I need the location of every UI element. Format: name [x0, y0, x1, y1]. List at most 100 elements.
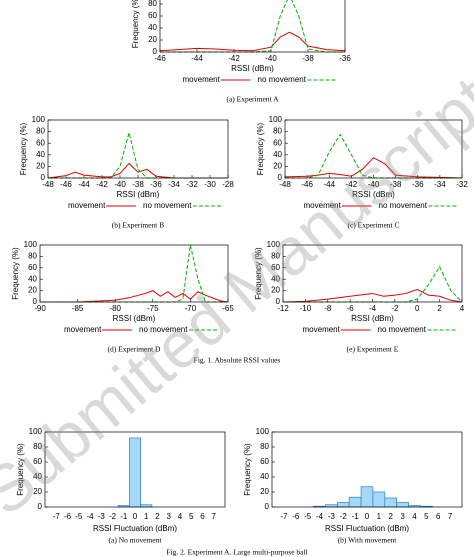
- chart-caption: (c) Experiment C: [347, 221, 399, 230]
- x-tick-label: -44: [78, 180, 90, 189]
- bar: [372, 491, 386, 508]
- y-tick-label: 100: [24, 240, 38, 249]
- x-tick-label: -40: [265, 54, 277, 63]
- x-tick-label: 2: [437, 304, 442, 313]
- x-tick-label: -7: [280, 512, 288, 521]
- line-series: [282, 288, 463, 303]
- legend-label: no movement: [379, 201, 428, 210]
- y-tick-label: 0: [41, 173, 46, 182]
- x-axis-label: RSSI (dBm): [352, 190, 395, 199]
- y-tick-label: 60: [148, 11, 157, 20]
- y-tick-label: 80: [260, 442, 269, 451]
- figure-caption: Fig. 2. Experiment A. Large multi-purpos…: [166, 548, 307, 557]
- y-tick-label: 60: [36, 138, 45, 147]
- legend-label: movement: [304, 201, 342, 210]
- x-tick-label: -4: [316, 512, 324, 521]
- line-series: [160, 0, 345, 53]
- x-tick-label: -75: [147, 304, 159, 313]
- y-axis-label: Frequency (%): [19, 122, 28, 175]
- x-axis-label: RSSI (dBm): [117, 190, 160, 199]
- x-tick-label: 6: [200, 512, 205, 521]
- x-tick-label: -4: [86, 512, 94, 521]
- figure-caption: Fig. 1. Absolute RSSI values: [194, 356, 281, 365]
- y-tick-label: 20: [33, 487, 42, 496]
- x-tick-label: -4: [369, 304, 377, 313]
- y-tick-label: 20: [148, 35, 157, 44]
- x-tick-label: 1: [377, 512, 382, 521]
- y-tick-label: 40: [148, 23, 157, 32]
- x-tick-label: 2: [155, 512, 160, 521]
- y-tick-label: 60: [273, 138, 282, 147]
- x-tick-label: -34: [168, 180, 180, 189]
- y-axis-label: Frequency (%): [16, 443, 25, 496]
- chart-caption: (b) Experiment B: [112, 221, 165, 230]
- x-tick-label: 0: [365, 512, 370, 521]
- y-tick-label: 60: [28, 263, 37, 272]
- bar: [348, 496, 362, 508]
- x-tick-label: 0: [133, 512, 138, 521]
- y-tick-label: 0: [278, 173, 283, 182]
- line-series: [47, 162, 228, 179]
- plot-frame: [44, 431, 226, 508]
- legend-label: no movement: [143, 201, 192, 210]
- x-tick-label: -65: [222, 304, 234, 313]
- x-tick-label: -48: [279, 180, 291, 189]
- y-tick-label: 100: [32, 115, 46, 124]
- plot-frame: [271, 431, 463, 508]
- y-tick-label: 40: [33, 472, 42, 481]
- x-tick-label: -36: [412, 180, 424, 189]
- x-axis-label: RSSI (dBm): [231, 64, 274, 73]
- x-tick-label: -6: [292, 512, 300, 521]
- chart-caption: (d) Experiment D: [108, 345, 161, 354]
- x-tick-label: -32: [186, 180, 198, 189]
- x-tick-label: -40: [368, 180, 380, 189]
- bar: [396, 502, 409, 508]
- y-tick-label: 100: [256, 427, 270, 436]
- x-tick-label: -80: [109, 304, 121, 313]
- x-tick-label: -44: [323, 180, 335, 189]
- x-tick-label: -6: [347, 304, 355, 313]
- y-tick-label: 40: [273, 150, 282, 159]
- chart-caption: (e) Experiment E: [347, 345, 399, 354]
- plot-frame: [39, 244, 229, 303]
- x-tick-label: -36: [150, 180, 162, 189]
- x-tick-label: -34: [434, 180, 446, 189]
- chart-caption: (a) Experiment A: [226, 95, 279, 104]
- x-tick-label: 5: [189, 512, 194, 521]
- x-tick-label: -44: [191, 54, 203, 63]
- y-tick-label: 40: [28, 274, 37, 283]
- x-tick-label: -12: [277, 304, 289, 313]
- x-tick-label: 5: [424, 512, 429, 521]
- legend-label: movement: [303, 325, 341, 334]
- x-tick-label: -7: [53, 512, 61, 521]
- x-axis-label: RSSI (dBm): [113, 314, 156, 323]
- legend-label: no movement: [258, 75, 307, 84]
- x-tick-label: -6: [64, 512, 72, 521]
- x-tick-label: -28: [222, 180, 234, 189]
- watermark: Submitted Manuscript: [0, 62, 474, 529]
- y-tick-label: 60: [271, 263, 280, 272]
- y-axis-label: Frequency (%): [254, 247, 263, 300]
- y-tick-label: 80: [271, 252, 280, 261]
- x-tick-label: 7: [212, 512, 217, 521]
- x-tick-label: -3: [98, 512, 106, 521]
- y-tick-label: 60: [33, 457, 42, 466]
- y-tick-label: 80: [273, 127, 282, 136]
- line-series: [159, 31, 346, 52]
- x-tick-label: 3: [167, 512, 172, 521]
- legend-label: movement: [183, 75, 221, 84]
- x-tick-label: 2: [389, 512, 394, 521]
- y-tick-label: 60: [260, 457, 269, 466]
- x-tick-label: -8: [324, 304, 332, 313]
- bar: [384, 497, 398, 508]
- y-tick-label: 20: [28, 286, 37, 295]
- y-tick-label: 0: [265, 502, 270, 511]
- y-tick-label: 80: [148, 0, 157, 8]
- line-series: [48, 132, 228, 179]
- x-tick-label: 3: [400, 512, 405, 521]
- x-tick-label: -46: [301, 180, 313, 189]
- y-tick-label: 20: [271, 286, 280, 295]
- x-tick-label: -38: [132, 180, 144, 189]
- legend-label: no movement: [139, 325, 188, 334]
